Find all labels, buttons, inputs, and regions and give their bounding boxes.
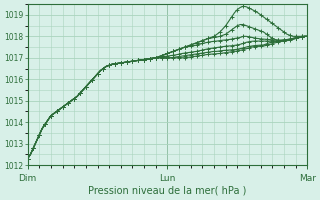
X-axis label: Pression niveau de la mer( hPa ): Pression niveau de la mer( hPa ) — [88, 186, 247, 196]
